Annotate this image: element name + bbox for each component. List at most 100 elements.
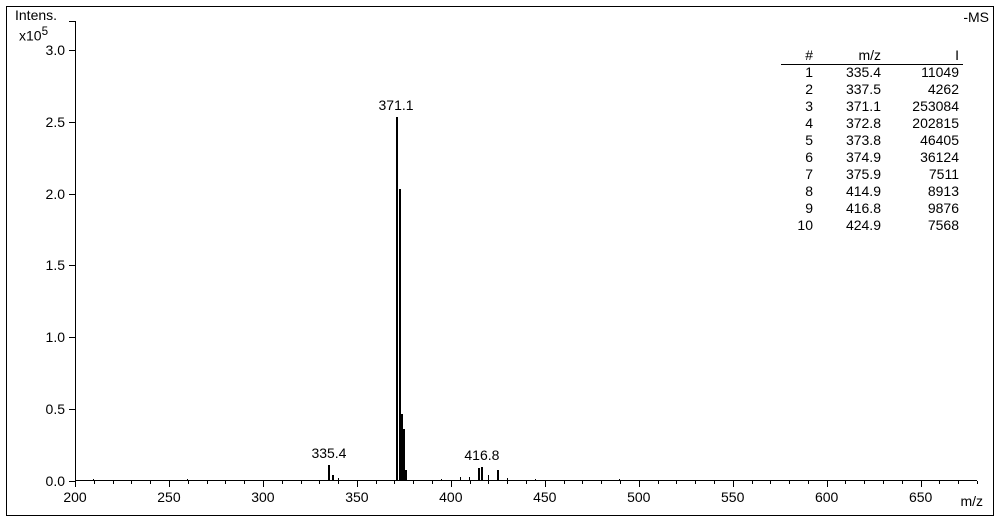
table-header-row: #m/zI bbox=[781, 47, 963, 64]
x-minor-tick bbox=[488, 481, 489, 484]
peak-table: #m/zI 1335.4110492337.542623371.12530844… bbox=[781, 47, 963, 234]
x-minor-tick bbox=[770, 481, 771, 484]
table-cell: 335.4 bbox=[817, 64, 885, 81]
table-cell: 375.9 bbox=[817, 166, 885, 183]
chart-frame: -MS Intens. x105 0.00.51.01.52.02.53.020… bbox=[6, 6, 994, 516]
spectrum-peak bbox=[396, 117, 398, 481]
x-minor-tick bbox=[582, 481, 583, 484]
y-mult-exp: 5 bbox=[42, 25, 48, 38]
spectrum-peak bbox=[497, 470, 499, 481]
y-tick bbox=[69, 409, 75, 410]
table-cell: 10 bbox=[781, 217, 817, 234]
x-tick-label: 600 bbox=[809, 489, 845, 505]
table-row: 8414.98913 bbox=[781, 183, 963, 200]
table-cell: 7 bbox=[781, 166, 817, 183]
spectrum-peak bbox=[488, 475, 489, 481]
x-tick-label: 650 bbox=[903, 489, 939, 505]
y-tick bbox=[69, 265, 75, 266]
spectrum-peak bbox=[657, 480, 658, 481]
x-minor-tick bbox=[470, 481, 471, 484]
x-minor-tick bbox=[394, 481, 395, 484]
x-tick bbox=[921, 481, 922, 487]
x-minor-tick bbox=[902, 481, 903, 484]
spectrum-peak bbox=[405, 470, 407, 481]
x-tick-label: 300 bbox=[245, 489, 281, 505]
x-minor-tick bbox=[526, 481, 527, 484]
x-tick bbox=[263, 481, 264, 487]
x-minor-tick bbox=[225, 481, 226, 484]
table-cell: 202815 bbox=[885, 115, 963, 132]
y-tick-label: 1.0 bbox=[25, 329, 65, 345]
x-tick-label: 450 bbox=[527, 489, 563, 505]
table-row: 5373.846405 bbox=[781, 132, 963, 149]
x-minor-tick bbox=[939, 481, 940, 484]
spectrum-peak bbox=[332, 475, 334, 481]
x-tick-label: 350 bbox=[339, 489, 375, 505]
y-axis-label: Intens. bbox=[15, 7, 57, 23]
y-axis-top-dash bbox=[69, 21, 75, 22]
y-tick bbox=[69, 50, 75, 51]
table-row: 10424.97568 bbox=[781, 217, 963, 234]
table-cell: 8913 bbox=[885, 183, 963, 200]
x-tick-label: 500 bbox=[621, 489, 657, 505]
table-cell: 9876 bbox=[885, 200, 963, 217]
x-tick bbox=[75, 481, 76, 487]
x-minor-tick bbox=[244, 481, 245, 484]
table-row: 7375.97511 bbox=[781, 166, 963, 183]
x-minor-tick bbox=[789, 481, 790, 484]
x-minor-tick bbox=[658, 481, 659, 484]
table-header-cell: I bbox=[885, 47, 963, 64]
spectrum-peak bbox=[441, 479, 442, 481]
x-minor-tick bbox=[301, 481, 302, 484]
spectrum-peak bbox=[281, 480, 282, 481]
table-cell: 7568 bbox=[885, 217, 963, 234]
y-tick bbox=[69, 194, 75, 195]
x-minor-tick bbox=[864, 481, 865, 484]
spectrum-peak bbox=[328, 465, 330, 481]
x-minor-tick bbox=[695, 481, 696, 484]
table-cell: 4 bbox=[781, 115, 817, 132]
peak-label: 416.8 bbox=[464, 447, 499, 463]
table-cell: 6 bbox=[781, 149, 817, 166]
table-cell: 414.9 bbox=[817, 183, 885, 200]
x-minor-tick bbox=[620, 481, 621, 484]
table-row: 4372.8202815 bbox=[781, 115, 963, 132]
table-cell: 372.8 bbox=[817, 115, 885, 132]
x-tick bbox=[639, 481, 640, 487]
x-minor-tick bbox=[564, 481, 565, 484]
y-tick-label: 2.0 bbox=[25, 186, 65, 202]
x-minor-tick bbox=[282, 481, 283, 484]
spectrum-peak bbox=[770, 480, 771, 481]
x-minor-tick bbox=[207, 481, 208, 484]
spectrum-peak bbox=[619, 479, 620, 481]
y-axis-line bbox=[75, 21, 76, 481]
x-minor-tick bbox=[150, 481, 151, 484]
x-minor-tick bbox=[131, 481, 132, 484]
spectrum-peak bbox=[460, 477, 461, 481]
table-header-cell: m/z bbox=[817, 47, 885, 64]
table-cell: 373.8 bbox=[817, 132, 885, 149]
spectrum-peak bbox=[713, 480, 714, 481]
y-tick-label: 2.5 bbox=[25, 114, 65, 130]
table-cell: 11049 bbox=[885, 64, 963, 81]
x-tick-label: 200 bbox=[57, 489, 93, 505]
table-cell: 2 bbox=[781, 81, 817, 98]
table-cell: 4262 bbox=[885, 81, 963, 98]
x-tick-label: 250 bbox=[151, 489, 187, 505]
table-cell: 46405 bbox=[885, 132, 963, 149]
table-cell: 337.5 bbox=[817, 81, 885, 98]
x-tick bbox=[357, 481, 358, 487]
x-minor-tick bbox=[432, 481, 433, 484]
x-tick bbox=[169, 481, 170, 487]
table-cell: 416.8 bbox=[817, 200, 885, 217]
table-cell: 5 bbox=[781, 132, 817, 149]
spectrum-peak bbox=[478, 468, 480, 481]
table-cell: 9 bbox=[781, 200, 817, 217]
x-minor-tick bbox=[188, 481, 189, 484]
x-minor-tick bbox=[977, 481, 978, 484]
x-tick-label: 400 bbox=[433, 489, 469, 505]
y-tick-label: 3.0 bbox=[25, 42, 65, 58]
spectrum-peak bbox=[338, 478, 339, 481]
y-tick-label: 0.0 bbox=[25, 473, 65, 489]
table-cell: 371.1 bbox=[817, 98, 885, 115]
